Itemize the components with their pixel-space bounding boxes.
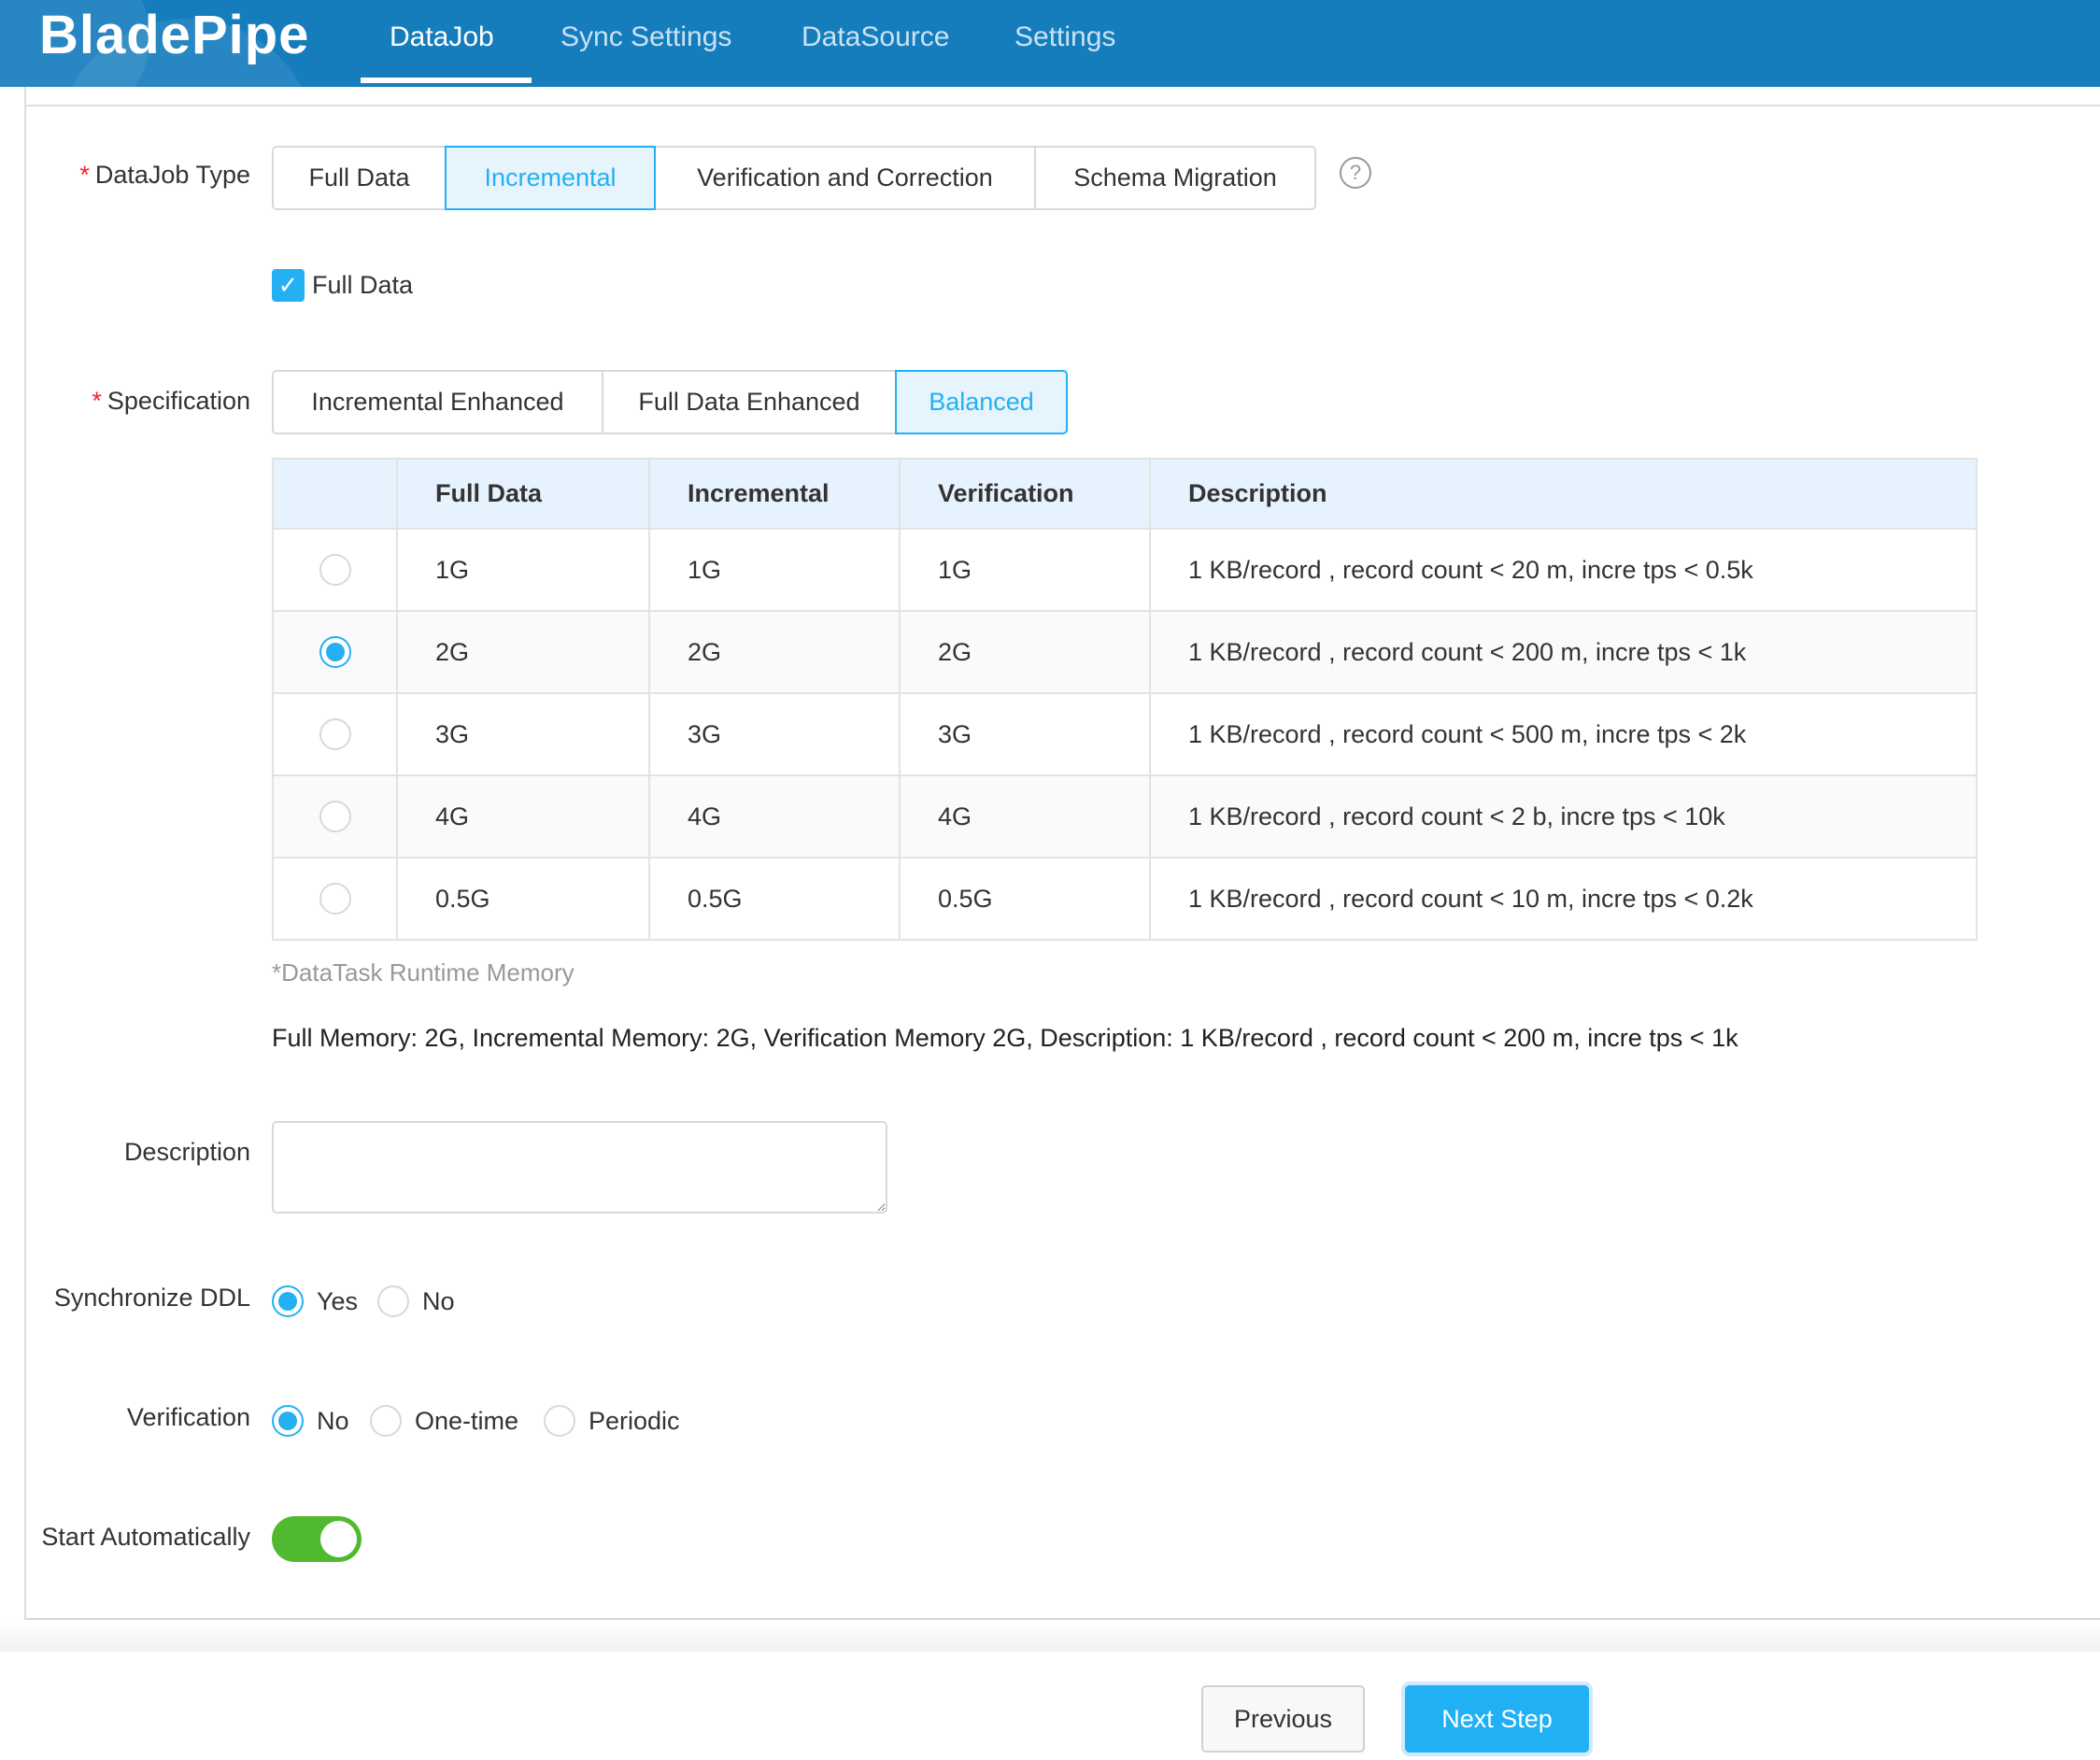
cell-verification: 0.5G [899, 857, 1151, 941]
cell-incremental: 2G [648, 610, 901, 694]
table-row[interactable]: 2G 2G 2G 1 KB/record , record count < 20… [272, 610, 1978, 694]
logo: BladePipe [39, 5, 310, 65]
type-schema-migration[interactable]: Schema Migration [1034, 146, 1316, 210]
description-input[interactable] [272, 1121, 887, 1214]
cell-incremental: 1G [648, 528, 901, 612]
cell-full-data: 3G [396, 692, 650, 776]
row-select-cell[interactable] [272, 692, 398, 776]
cell-verification: 4G [899, 774, 1151, 859]
col-full-data: Full Data [396, 458, 650, 530]
question-circle-icon[interactable]: ? [1340, 157, 1371, 189]
type-incremental[interactable]: Incremental [445, 146, 656, 210]
row-radio[interactable] [319, 883, 351, 915]
footer-divider [0, 1622, 2100, 1652]
verification-one-time[interactable]: One-time [370, 1405, 518, 1437]
full-data-checkbox-label: Full Data [312, 271, 414, 299]
table-row[interactable]: 1G 1G 1G 1 KB/record , record count < 20… [272, 528, 1978, 612]
sync-ddl-label: Synchronize DDL [53, 1284, 250, 1312]
type-verification-correction[interactable]: Verification and Correction [654, 146, 1036, 210]
row-radio[interactable] [319, 718, 351, 750]
nav-sync-settings[interactable]: Sync Settings [560, 21, 732, 52]
row-radio[interactable] [319, 554, 351, 586]
radio-unselected[interactable] [544, 1405, 575, 1437]
radio-label: One-time [415, 1406, 519, 1435]
radio-unselected[interactable] [377, 1285, 409, 1317]
sync-ddl-yes[interactable]: Yes [272, 1285, 358, 1317]
next-step-button[interactable]: Next Step [1405, 1685, 1589, 1753]
cell-incremental: 0.5G [648, 857, 901, 941]
description-label: Description [123, 1138, 250, 1166]
spec-incremental-enhanced[interactable]: Incremental Enhanced [272, 370, 603, 434]
col-verification: Verification [899, 458, 1151, 530]
cell-verification: 2G [899, 610, 1151, 694]
radio-unselected[interactable] [370, 1405, 402, 1437]
full-data-checkbox[interactable]: ✓ [272, 269, 305, 302]
spec-balanced[interactable]: Balanced [895, 370, 1068, 434]
cell-incremental: 3G [648, 692, 901, 776]
specification-selector: Incremental Enhanced Full Data Enhanced … [272, 370, 1068, 434]
type-full-data[interactable]: Full Data [272, 146, 447, 210]
start-auto-label: Start Automatically [41, 1523, 250, 1551]
spec-full-data-enhanced[interactable]: Full Data Enhanced [602, 370, 897, 434]
col-incremental: Incremental [648, 458, 901, 530]
cell-description: 1 KB/record , record count < 20 m, incre… [1149, 528, 1978, 612]
row-select-cell[interactable] [272, 857, 398, 941]
cell-full-data: 2G [396, 610, 650, 694]
previous-button[interactable]: Previous [1201, 1685, 1365, 1753]
radio-label: No [317, 1406, 349, 1435]
row-select-cell[interactable] [272, 610, 398, 694]
specification-label: * Specification [92, 387, 250, 415]
table-row[interactable]: 4G 4G 4G 1 KB/record , record count < 2 … [272, 774, 1978, 859]
spec-summary: Full Memory: 2G, Incremental Memory: 2G,… [272, 1024, 1738, 1052]
start-auto-toggle[interactable] [272, 1516, 362, 1562]
cell-description: 1 KB/record , record count < 200 m, incr… [1149, 610, 1978, 694]
sync-ddl-no[interactable]: No [377, 1285, 455, 1317]
nav-datajob[interactable]: DataJob [390, 21, 494, 52]
verification-no[interactable]: No [272, 1405, 349, 1437]
runtime-memory-note: *DataTask Runtime Memory [272, 958, 575, 986]
form-panel [24, 105, 2100, 1620]
top-nav-bar: BladePipe DataJob Sync Settings DataSour… [0, 0, 2100, 87]
datajob-type-label: * DataJob Type [79, 161, 250, 189]
cell-full-data: 4G [396, 774, 650, 859]
radio-label: Yes [317, 1286, 359, 1315]
cell-description: 1 KB/record , record count < 2 b, incre … [1149, 774, 1978, 859]
row-radio[interactable] [319, 636, 351, 668]
radio-label: No [422, 1286, 455, 1315]
nav-datasource[interactable]: DataSource [802, 21, 950, 52]
col-select [272, 458, 398, 530]
cell-description: 1 KB/record , record count < 500 m, incr… [1149, 692, 1978, 776]
cell-verification: 1G [899, 528, 1151, 612]
cell-full-data: 0.5G [396, 857, 650, 941]
logo-decoration [0, 0, 149, 87]
datajob-type-selector: Full Data Incremental Verification and C… [272, 146, 1316, 210]
table-row[interactable]: 0.5G 0.5G 0.5G 1 KB/record , record coun… [272, 857, 1978, 941]
table-row[interactable]: 3G 3G 3G 1 KB/record , record count < 50… [272, 692, 1978, 776]
cell-incremental: 4G [648, 774, 901, 859]
active-tab-indicator [361, 78, 532, 83]
row-select-cell[interactable] [272, 774, 398, 859]
cell-description: 1 KB/record , record count < 10 m, incre… [1149, 857, 1978, 941]
col-description: Description [1149, 458, 1978, 530]
radio-label: Periodic [589, 1406, 680, 1435]
nav-settings[interactable]: Settings [1015, 21, 1116, 52]
panel-top [24, 87, 2100, 105]
radio-selected[interactable] [272, 1405, 304, 1437]
verification-periodic[interactable]: Periodic [544, 1405, 680, 1437]
row-select-cell[interactable] [272, 528, 398, 612]
radio-selected[interactable] [272, 1285, 304, 1317]
cell-verification: 3G [899, 692, 1151, 776]
verification-label: Verification [126, 1403, 250, 1431]
cell-full-data: 1G [396, 528, 650, 612]
table-header: Full Data Incremental Verification Descr… [272, 458, 1978, 530]
row-radio[interactable] [319, 801, 351, 832]
spec-table: Full Data Incremental Verification Descr… [272, 458, 1978, 941]
